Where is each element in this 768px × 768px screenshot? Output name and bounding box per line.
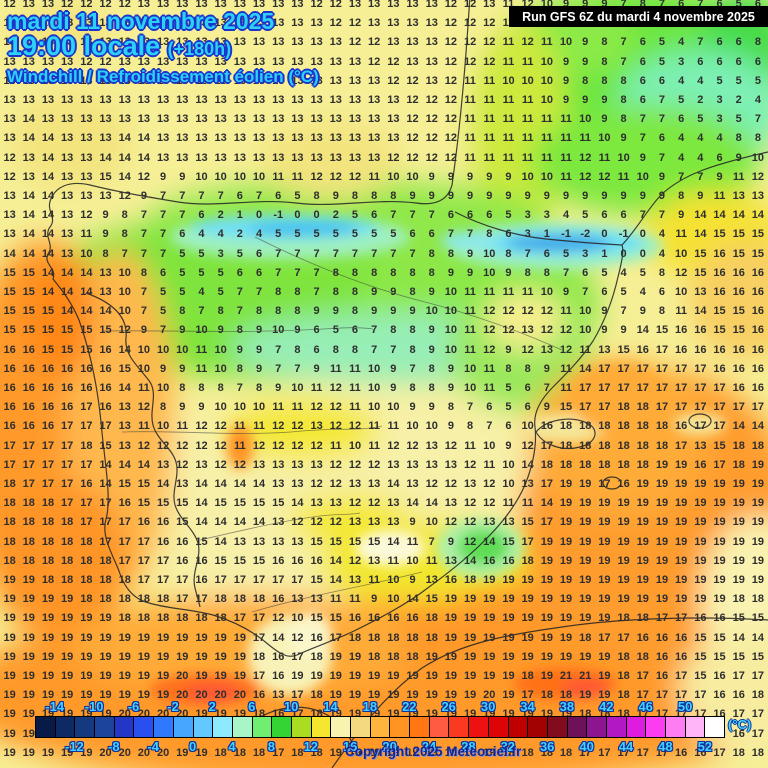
grid-row: 14 14 14 13 10 8 7 7 7 5 5 3 5 6 7 7 7 7 7 7 7 7 8 8 9 10 8 7 6 5 3 1 0 0… bbox=[3, 247, 765, 260]
grid-row: 16 16 16 16 16 16 15 10 9 9 11 10 8 9 7 7 9 11 11 10 9 7 8 9 10 1… bbox=[3, 362, 765, 375]
grid-row: 15 15 14 14 14 13 10 8 6 5 5 5 6 6 7 7 7 8 8 8 8 8 8 9 9 10 9 8 8 7 6 5… bbox=[3, 266, 765, 279]
unit-label: (°C) bbox=[728, 717, 752, 732]
grid-row: 12 13 13 12 12 12 12 13 13 13 13 13 13 13 13 13 12 12 13 13… bbox=[3, 0, 761, 10]
grid-row: 13 14 14 13 12 9 8 7 7 7 6 2 1 0 -1 0 0 2 5 6 7 7 7 6 6 6 5 3 3 4 5 6 6 7… bbox=[3, 209, 765, 222]
grid-row: 19 19 19 19 19 19 19 19 19 20 20 20 20 16 13 17 18 19 19 19… bbox=[3, 689, 765, 702]
grid-row: 19 19 19 19 19 20 20 20 20 19 19 18 18 18 17 18 18 19 19 19… bbox=[3, 746, 765, 759]
color-scale-bar bbox=[35, 716, 726, 738]
grid-row: 19 19 19 19 19 19 19 19 19 19 19 19 19 17 14 12 16 17 18 18… bbox=[3, 631, 765, 644]
copyright: Copyright 2025 Meteociel.fr bbox=[345, 744, 522, 759]
coastline-borders bbox=[46, 0, 768, 768]
grid-row: 15 15 15 15 15 15 12 9 7 9 10 9 8 9 10 9 6 5 6 7 8 8 9 10 11 12 12… bbox=[3, 324, 765, 337]
local-time: 19:00 locale bbox=[7, 31, 161, 61]
grid-row: 19 19 19 19 19 19 18 18 18 18 18 18 17 17 12 10 15 15 16 16… bbox=[3, 612, 765, 625]
grid-row: 19 19 18 18 18 18 18 17 17 17 16 17 17 17 17 17 15 14 13 11… bbox=[3, 574, 765, 586]
grid-row: 17 17 17 17 17 14 14 14 13 12 13 12 12 13 13 13 13 12 12 12… bbox=[3, 458, 765, 471]
grid-row: 18 18 18 18 17 17 17 16 16 15 14 14 14 14 13 12 12 12 13 13… bbox=[3, 516, 765, 529]
date-label: mardi 11 novembre 2025 bbox=[7, 8, 275, 34]
variable-label: Windchill / Refroidissement éolien (°C) bbox=[7, 67, 319, 86]
grid-row: 12 13 14 13 13 14 14 14 13 13 13 13 13 13 13 13 13 13 13 13… bbox=[3, 151, 765, 164]
grid-row: 18 18 18 18 18 18 17 17 17 16 16 15 15 15 16 16 16 14 12 13… bbox=[3, 554, 765, 567]
temperature-color-details bbox=[150, 215, 726, 706]
grid-row: 13 13 13 13 13 13 13 13 13 13 13 13 13 13 13 13 13 13 13 13… bbox=[3, 74, 761, 87]
time-label: 19:00 locale (+180h) bbox=[7, 31, 231, 62]
grid-row: 12 13 14 13 13 15 14 12 9 9 10 10 10 10 11 11 12 12 12 11 10… bbox=[3, 170, 765, 183]
grid-row: 13 13 13 13 13 13 13 13 13 13 13 13 13 13 13 13 13 13 12 12… bbox=[3, 36, 761, 49]
grid-row: 13 13 13 13 13 13 13 13 13 13 13 13 13 13 13 13 13 13 13 13… bbox=[3, 94, 761, 106]
grid-row: 15 15 14 14 14 13 10 7 5 5 4 5 7 7 8 8 7 8 8 9 9 8 9 10 11 11 11 11… bbox=[3, 286, 765, 298]
grid-row: 13 13 13 13 12 12 13 13 13 13 13 13 13 13 13 13 13 13 13 12… bbox=[3, 55, 761, 68]
grid-row: 15 15 15 14 14 14 10 7 5 8 7 8 7 8 8 8 9 9 8 9 9 9 10 10 11 12 12 1… bbox=[3, 305, 765, 318]
grid-row: 18 18 18 18 18 17 17 17 16 16 15 14 13 13 13 13 15 15 15 15… bbox=[3, 535, 765, 548]
grid-row: 19 19 19 19 19 19 19 19 19 19 19 19 19 18 16 17 18 19 19 18… bbox=[3, 650, 765, 663]
grid-row: 19 19 19 19 18 18 18 18 18 17 17 18 18 18 16 13 13 11 11 9 1… bbox=[3, 593, 765, 606]
grid-row: 13 14 14 13 13 13 14 14 13 13 13 13 13 13 13 13 13 13 13 13… bbox=[3, 132, 761, 145]
grid-row: 16 16 16 16 17 16 13 12 8 9 9 10 10 10 11 11 12 12 11 10 10 9… bbox=[3, 401, 765, 414]
run-info-text: Run GFS 6Z du mardi 4 novembre 2025 bbox=[522, 9, 755, 24]
grid-row: 13 14 14 13 13 13 12 9 7 7 7 7 6 7 6 5 8 9 8 8 8 9 9 9 9 9 9 9 9 9 9 9 9… bbox=[3, 190, 765, 202]
grid-row: 18 17 17 17 16 14 15 15 14 13 14 14 14 14 13 13 12 12 13 13… bbox=[3, 478, 765, 490]
grid-row: 18 18 18 17 17 17 16 15 15 15 14 15 15 15 15 14 13 13 12 12… bbox=[3, 497, 765, 510]
grid-row: 16 16 16 16 16 16 14 11 10 8 8 8 7 8 9 10 11 12 11 10 9 8 8 9 10… bbox=[3, 382, 765, 394]
grid-row: 19 19 19 19 19 19 19 19 19 20 19 19 19 17 16 19 19 19 19 19… bbox=[3, 670, 765, 682]
grid-row: 16 16 15 15 15 16 14 10 10 10 11 10 9 9 7 8 6 8 8 7 7 8 9 10 11 1… bbox=[3, 343, 765, 356]
grid-row: 13 14 13 13 13 13 13 13 13 13 13 13 13 13 13 13 13 13 13 13… bbox=[3, 113, 761, 126]
grid-row: 13 14 14 13 11 9 8 7 7 6 4 4 2 4 5 5 5 5 5 5 5 6 6 7 7 8 6 3 1 -1 -2 0-… bbox=[3, 228, 765, 241]
grid-row: 17 17 17 17 18 15 13 12 12 12 12 12 11 12 12 12 12 11 10 11… bbox=[3, 439, 765, 452]
forecast-offset: (+180h) bbox=[167, 39, 232, 59]
grid-row: 16 16 16 17 17 17 13 11 10 11 12 12 11 11 12 12 13 12 12 11… bbox=[3, 420, 765, 433]
rivers bbox=[102, 236, 563, 613]
run-info-box: Run GFS 6Z du mardi 4 novembre 2025 bbox=[509, 6, 768, 27]
